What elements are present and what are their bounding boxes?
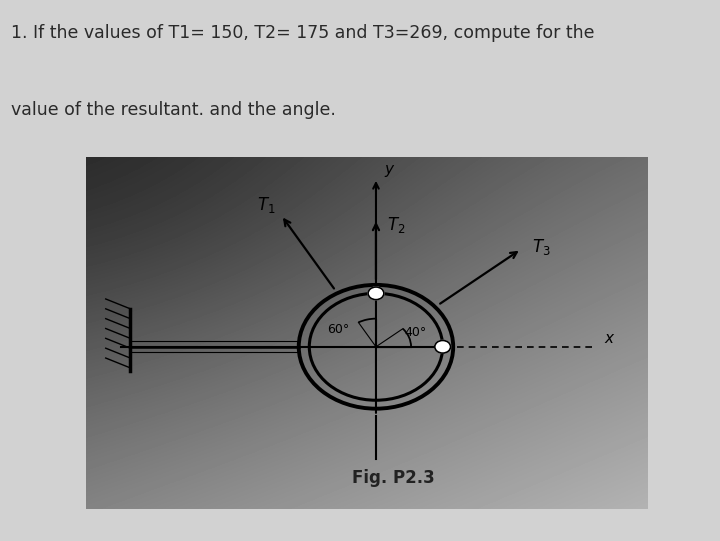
Circle shape — [368, 287, 384, 300]
Text: value of the resultant. and the angle.: value of the resultant. and the angle. — [11, 101, 336, 118]
Text: $T_2$: $T_2$ — [387, 215, 405, 235]
Text: $T_1$: $T_1$ — [256, 195, 275, 215]
Text: 40°: 40° — [404, 326, 426, 339]
Text: 1. If the values of T1= 150, T2= 175 and T3=269, compute for the: 1. If the values of T1= 150, T2= 175 and… — [11, 24, 594, 42]
Circle shape — [435, 340, 451, 353]
Text: 60°: 60° — [327, 323, 349, 336]
Text: $T_3$: $T_3$ — [531, 237, 550, 257]
Text: y: y — [384, 162, 394, 177]
Text: Fig. P2.3: Fig. P2.3 — [352, 470, 435, 487]
Text: x: x — [604, 331, 613, 346]
